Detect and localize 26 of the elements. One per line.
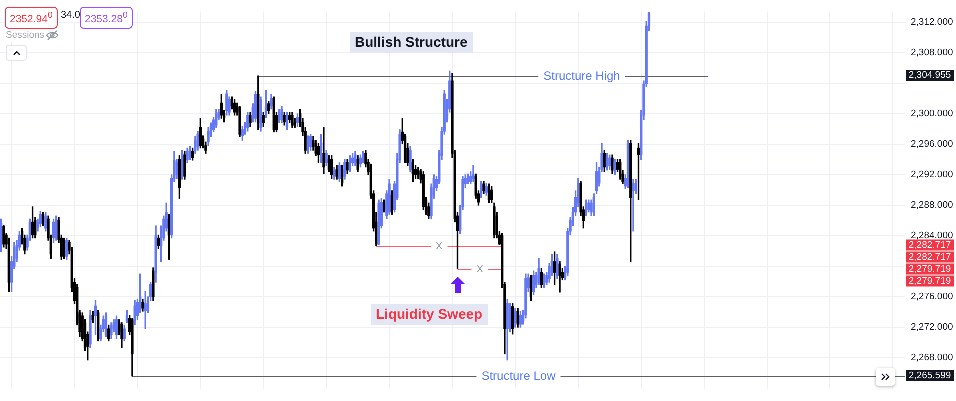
y-tick-label: 2,292.000 <box>911 170 954 181</box>
y-tick-label: 2,308.000 <box>911 48 954 59</box>
y-tick-label: 2,268.000 <box>911 352 954 364</box>
ref-line-label: X <box>476 264 484 276</box>
text: 2,282.717 <box>908 252 952 263</box>
text: 2,282.717 <box>908 240 952 251</box>
ref-line-label: Structure High <box>544 68 620 83</box>
annotation: 2353.28$^{0}$ <box>80 7 133 28</box>
annotation: 2352.94$^{0}$ <box>5 7 58 28</box>
y-tick-label: 2,272.000 <box>911 322 954 334</box>
y-tick-label: 2,288.000 <box>911 200 954 212</box>
ref-line-label: Structure Low <box>482 368 556 383</box>
text: 2,279.719 <box>908 264 952 275</box>
text: 2,304.955 <box>908 70 952 82</box>
y-tick-label: 2,284.000 <box>911 230 954 242</box>
text: 2,265.599 <box>908 370 952 382</box>
y-tick-label: 2,300.000 <box>911 108 954 120</box>
y-tick-label: 2,296.000 <box>911 139 954 150</box>
ref-line-label: X <box>436 241 444 252</box>
y-tick-label: 2,312.000 <box>911 17 954 28</box>
text: 2,279.719 <box>908 276 952 287</box>
annotation: Sessions <box>5 29 46 42</box>
annotation: Liquidity Sweep <box>371 304 488 325</box>
annotation: Bullish Structure <box>350 32 473 53</box>
annotation: 34.0 <box>60 9 82 22</box>
y-tick-label: 2,276.000 <box>911 292 954 303</box>
